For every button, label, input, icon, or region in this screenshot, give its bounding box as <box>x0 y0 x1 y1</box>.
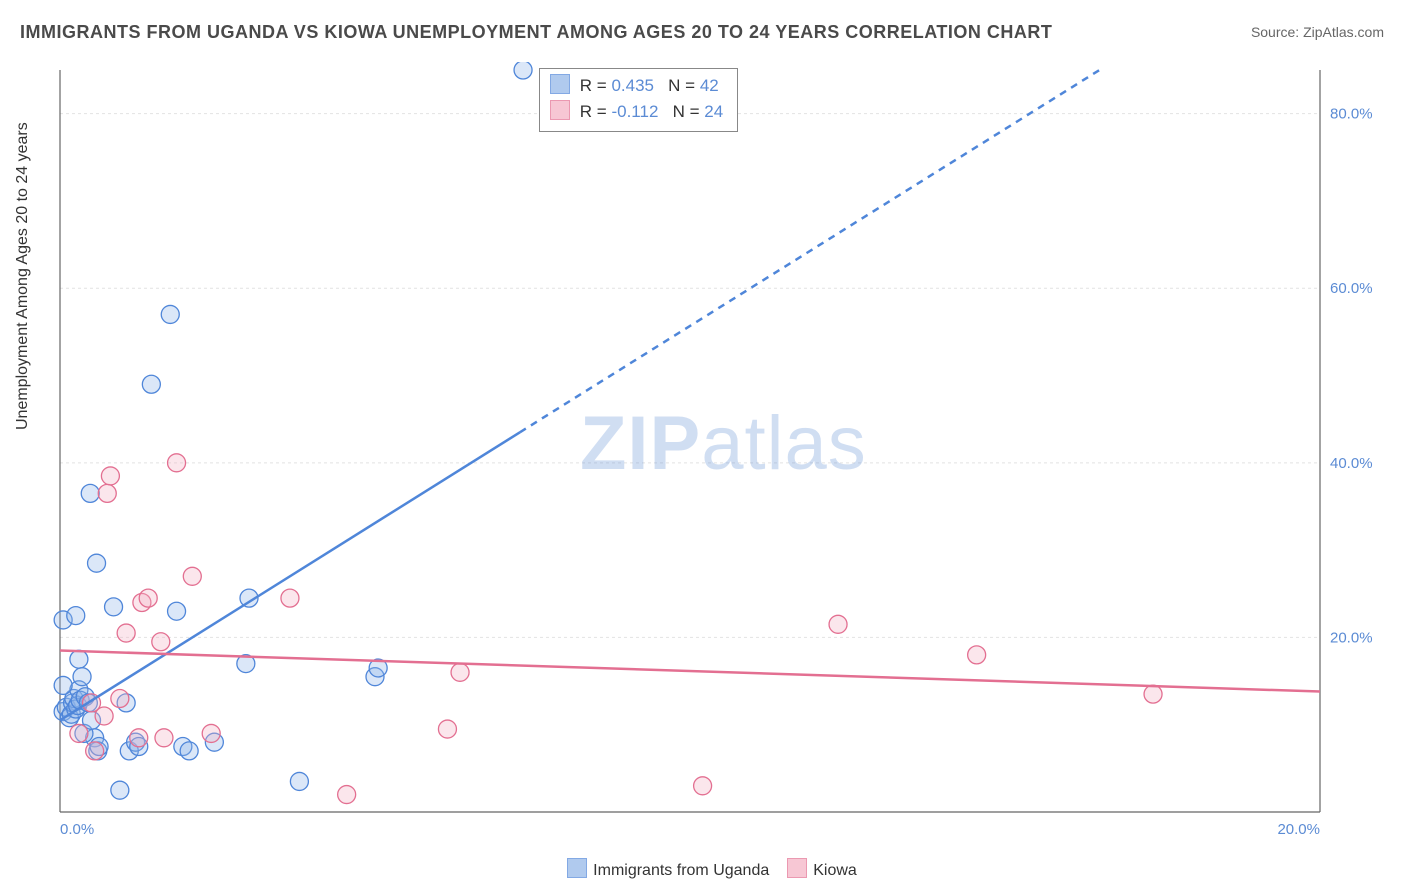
series-legend: Immigrants from Uganda Kiowa <box>0 858 1406 880</box>
legend-swatch <box>787 858 807 878</box>
n-value: 42 <box>700 76 719 95</box>
n-label: N = <box>673 102 705 121</box>
legend-swatch <box>550 100 570 120</box>
stat-legend-row: R = -0.112 N = 24 <box>550 99 723 125</box>
source-label: Source: <box>1251 24 1303 40</box>
legend-swatch <box>567 858 587 878</box>
n-label: N = <box>668 76 700 95</box>
scatter-plot: 20.0% 40.0% 60.0% 80.0% 0.0% 20.0% <box>46 62 1384 852</box>
y-axis-label: Unemployment Among Ages 20 to 24 years <box>14 122 32 430</box>
r-value: 0.435 <box>611 76 654 95</box>
n-value: 24 <box>704 102 723 121</box>
r-label: R = <box>580 76 612 95</box>
svg-text:60.0%: 60.0% <box>1330 280 1373 297</box>
legend-label: Immigrants from Uganda <box>593 862 769 879</box>
legend-label: Kiowa <box>813 862 857 879</box>
plot-svg: 20.0% 40.0% 60.0% 80.0% 0.0% 20.0% <box>46 62 1384 852</box>
svg-text:40.0%: 40.0% <box>1330 455 1373 472</box>
chart-title: IMMIGRANTS FROM UGANDA VS KIOWA UNEMPLOY… <box>20 22 1052 43</box>
svg-text:80.0%: 80.0% <box>1330 106 1373 123</box>
svg-text:20.0%: 20.0% <box>1330 629 1373 646</box>
source-credit: Source: ZipAtlas.com <box>1251 24 1384 40</box>
r-value: -0.112 <box>611 102 658 121</box>
svg-text:20.0%: 20.0% <box>1277 821 1320 838</box>
source-value: ZipAtlas.com <box>1303 24 1384 40</box>
svg-text:0.0%: 0.0% <box>60 821 94 838</box>
stat-legend-row: R = 0.435 N = 42 <box>550 73 723 99</box>
stat-legend: R = 0.435 N = 42R = -0.112 N = 24 <box>539 68 738 132</box>
r-label: R = <box>580 102 612 121</box>
legend-swatch <box>550 74 570 94</box>
